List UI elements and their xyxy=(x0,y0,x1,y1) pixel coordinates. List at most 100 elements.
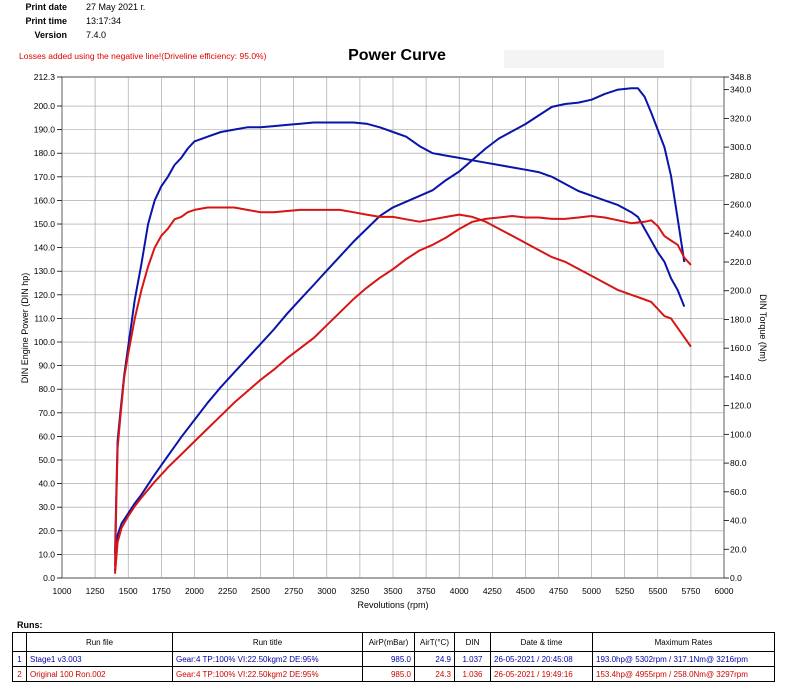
runs-label: Runs: xyxy=(17,620,43,630)
y-right-tick-label: 160.0 xyxy=(730,343,752,353)
y-right-tick-label: 320.0 xyxy=(730,113,752,123)
original-power-line xyxy=(114,206,692,567)
header-din: DIN xyxy=(454,632,491,652)
series xyxy=(114,87,692,574)
run-airp: 985.0 xyxy=(362,651,415,667)
y-right-tick-label: 260.0 xyxy=(730,200,752,210)
run-airt: 24.9 xyxy=(414,651,455,667)
x-tick-label: 3250 xyxy=(350,586,369,596)
y-left-tick-label: 110.0 xyxy=(34,313,55,323)
run-din: 1.037 xyxy=(454,651,491,667)
y-left-tick-label: 180.0 xyxy=(34,148,56,158)
run-max-rates: 193.0hp@ 5302rpm / 317.1Nm@ 3216rpm xyxy=(592,651,775,667)
y-right-tick-label: 340.0 xyxy=(730,85,752,95)
y-left-tick-label: 130.0 xyxy=(34,266,56,276)
x-tick-label: 2500 xyxy=(251,586,270,596)
y-left-tick-label: 190.0 xyxy=(34,125,56,135)
run-date-time: 26-05-2021 / 20:45:08 xyxy=(490,651,593,667)
x-tick-label: 2000 xyxy=(185,586,204,596)
run-number: 1 xyxy=(12,651,27,667)
print-date-value: 27 May 2021 г. xyxy=(86,2,146,12)
x-tick-label: 1250 xyxy=(86,586,105,596)
version-value: 7.4.0 xyxy=(86,30,107,40)
y-right-tick-label: 220.0 xyxy=(730,257,752,267)
run-number: 2 xyxy=(12,666,27,682)
axes: 1000 1250 1500 1750 2000 2250 2500 2750 3000 3250… xyxy=(34,72,752,596)
y-right-tick-label: 20.0 xyxy=(730,544,747,554)
x-tick-label: 3000 xyxy=(317,586,336,596)
x-tick-label: 1500 xyxy=(119,586,138,596)
y-right-tick-label: 80.0 xyxy=(730,458,747,468)
y-axis-right-label: DIN Torque (Nm) xyxy=(758,294,768,362)
x-tick-label: 4000 xyxy=(450,586,469,596)
runs-header-row: Run file Run title AirP(mBar) AirT(°C) D… xyxy=(12,632,775,652)
y-left-tick-label: 50.0 xyxy=(38,455,55,465)
y-right-tick-label: 348.8 xyxy=(730,72,752,82)
y-right-tick-label: 100.0 xyxy=(730,429,752,439)
print-date-label: Print date xyxy=(25,2,67,12)
y-left-tick-label: 0.0 xyxy=(43,573,55,583)
run-airp: 985.0 xyxy=(362,666,415,682)
driveline-loss-note: Losses added using the negative line!(Dr… xyxy=(19,51,267,61)
y-right-tick-label: 200.0 xyxy=(730,286,752,296)
stage1-torque-line xyxy=(114,87,686,571)
x-axis-label: Revolutions (rpm) xyxy=(357,600,428,610)
y-left-tick-label: 200.0 xyxy=(34,101,56,111)
y-right-tick-label: 240.0 xyxy=(730,228,752,238)
y-left-tick-label: 60.0 xyxy=(38,431,55,441)
y-right-tick-label: 0.0 xyxy=(730,573,742,583)
x-tick-label: 2750 xyxy=(284,586,303,596)
title-side-box xyxy=(504,50,664,68)
table-row[interactable]: 2 Original 100 Ron.002 Gear:4 TP:100% VI… xyxy=(12,666,775,682)
y-axis-left-label: DIN Engine Power (DIN hp) xyxy=(20,273,30,384)
y-left-tick-label: 70.0 xyxy=(38,408,55,418)
x-tick-label: 2250 xyxy=(218,586,237,596)
y-right-tick-label: 180.0 xyxy=(730,314,752,324)
x-tick-label: 6000 xyxy=(715,586,734,596)
y-right-tick-label: 60.0 xyxy=(730,487,747,497)
y-left-tick-label: 150.0 xyxy=(34,219,56,229)
y-left-tick-label: 100.0 xyxy=(34,337,56,347)
chart-title: Power Curve xyxy=(348,47,446,64)
print-time-value: 13:17:34 xyxy=(86,16,122,26)
x-tick-label: 1750 xyxy=(152,586,171,596)
original-torque-line xyxy=(114,215,692,574)
header-airp: AirP(mBar) xyxy=(362,632,415,652)
x-tick-label: 4500 xyxy=(516,586,535,596)
run-airt: 24.3 xyxy=(414,666,455,682)
y-left-tick-label: 160.0 xyxy=(34,195,56,205)
run-file: Original 100 Ron.002 xyxy=(26,666,173,682)
y-right-tick-label: 40.0 xyxy=(730,516,747,526)
header-no xyxy=(12,632,27,652)
y-left-tick-label: 90.0 xyxy=(38,361,55,371)
x-tick-label: 3500 xyxy=(384,586,403,596)
x-tick-label: 3750 xyxy=(417,586,436,596)
y-right-tick-label: 140.0 xyxy=(730,372,752,382)
run-din: 1.036 xyxy=(454,666,491,682)
y-left-tick-label: 40.0 xyxy=(38,479,55,489)
y-left-tick-label: 212.3 xyxy=(34,72,56,82)
y-left-tick-label: 80.0 xyxy=(38,384,55,394)
stage1-power-line xyxy=(114,121,686,555)
x-tick-label: 5750 xyxy=(681,586,700,596)
y-right-tick-label: 280.0 xyxy=(730,171,752,181)
y-right-tick-label: 300.0 xyxy=(730,142,752,152)
print-time-label: Print time xyxy=(25,16,67,26)
run-title: Gear:4 TP:100% VI:22.50kgm2 DE:95% xyxy=(172,666,363,682)
y-left-tick-label: 140.0 xyxy=(34,243,56,253)
run-title: Gear:4 TP:100% VI:22.50kgm2 DE:95% xyxy=(172,651,363,667)
y-left-tick-label: 120.0 xyxy=(34,290,56,300)
run-max-rates: 153.4hp@ 4955rpm / 258.0Nm@ 3297rpm xyxy=(592,666,775,682)
y-left-tick-label: 20.0 xyxy=(38,526,55,536)
version-label: Version xyxy=(34,30,67,40)
x-tick-label: 4250 xyxy=(483,586,502,596)
header-max-rates: Maximum Rates xyxy=(592,632,775,652)
power-curve-chart: 1000 1250 1500 1750 2000 2250 2500 2750 3000 3250… xyxy=(20,72,768,610)
x-tick-label: 4750 xyxy=(549,586,568,596)
table-row[interactable]: 1 Stage1 v3.003 Gear:4 TP:100% VI:22.50k… xyxy=(12,651,775,667)
y-right-tick-label: 120.0 xyxy=(730,401,752,411)
y-left-tick-label: 10.0 xyxy=(38,549,55,559)
runs-table: Run file Run title AirP(mBar) AirT(°C) D… xyxy=(12,632,775,682)
header-run-title: Run title xyxy=(172,632,363,652)
run-file: Stage1 v3.003 xyxy=(26,651,173,667)
